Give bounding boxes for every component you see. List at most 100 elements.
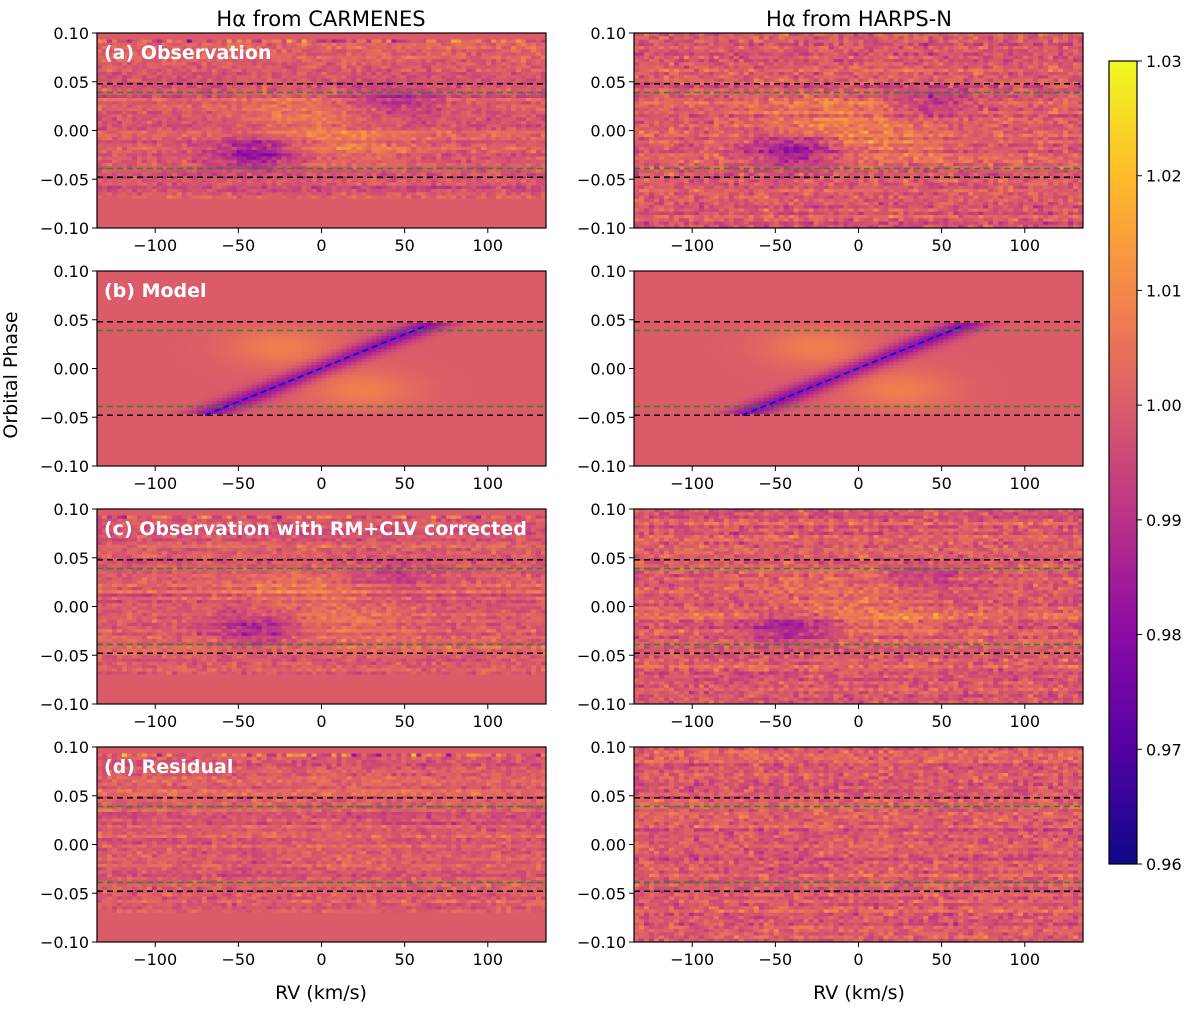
heatmap-cell — [531, 133, 537, 138]
column-title-carmenes: Hα from CARMENES — [216, 7, 425, 31]
heatmap-cell — [441, 107, 447, 112]
heatmap-cell — [131, 88, 138, 92]
heatmap-cell — [326, 111, 332, 115]
heatmap-cell — [101, 179, 108, 183]
heatmap-cell — [516, 159, 522, 164]
heatmap-cell — [291, 75, 298, 79]
heatmap-cell — [426, 130, 432, 135]
heatmap-cell — [261, 75, 268, 79]
heatmap-cell — [136, 172, 143, 177]
heatmap-cell — [246, 124, 253, 128]
heatmap-cell — [211, 46, 218, 50]
heatmap-cell — [401, 133, 407, 138]
heatmap-cell — [221, 111, 228, 115]
heatmap-cell — [506, 156, 512, 161]
heatmap-cell — [97, 169, 103, 174]
heatmap-cell — [376, 85, 382, 89]
heatmap-cell — [436, 39, 442, 44]
heatmap-cell — [161, 107, 168, 112]
heatmap-cell — [211, 163, 218, 167]
heatmap-cell — [116, 163, 123, 167]
heatmap-cell — [291, 156, 298, 161]
heatmap-cell — [206, 33, 213, 37]
heatmap-cell — [211, 166, 218, 170]
heatmap-cell — [281, 140, 288, 144]
heatmap-cell — [301, 120, 308, 125]
heatmap-cell — [426, 202, 432, 206]
heatmap-cell — [236, 75, 243, 79]
heatmap-cell — [391, 133, 397, 138]
heatmap-cell — [401, 98, 407, 102]
heatmap-cell — [441, 185, 447, 190]
heatmap-cell — [226, 33, 233, 37]
heatmap-cell — [211, 143, 218, 148]
heatmap-cell — [536, 36, 542, 40]
heatmap-cell — [526, 62, 532, 66]
heatmap-cell — [141, 182, 148, 187]
heatmap-cell — [376, 208, 382, 213]
heatmap-cell — [471, 137, 477, 141]
heatmap-cell — [536, 198, 542, 203]
heatmap-cell — [421, 166, 427, 170]
heatmap-cell — [491, 176, 497, 180]
heatmap-cell — [156, 117, 163, 122]
heatmap-cell — [191, 156, 198, 161]
heatmap-cell — [171, 140, 178, 144]
heatmap-cell — [501, 127, 507, 131]
heatmap-cell — [216, 52, 223, 57]
heatmap-cell — [316, 130, 322, 135]
heatmap-cell — [121, 163, 128, 167]
heatmap-cell — [161, 127, 168, 131]
heatmap-cell — [266, 117, 273, 122]
heatmap-cell — [216, 202, 223, 206]
heatmap-cell — [246, 127, 253, 131]
heatmap-cell — [106, 88, 113, 92]
heatmap-cell — [166, 36, 173, 40]
heatmap-cell — [97, 133, 103, 138]
heatmap-cell — [266, 62, 273, 66]
heatmap-cell — [376, 150, 382, 154]
heatmap-cell — [266, 104, 273, 109]
heatmap-cell — [501, 179, 507, 183]
heatmap-cell — [351, 137, 357, 141]
heatmap-cell — [171, 166, 178, 170]
heatmap-cell — [336, 159, 342, 164]
heatmap-cell — [261, 179, 268, 183]
heatmap-cell — [176, 39, 183, 44]
heatmap-cell — [411, 198, 417, 203]
heatmap-cell — [171, 81, 178, 86]
heatmap-cell — [421, 130, 427, 135]
heatmap-cell — [191, 192, 198, 196]
heatmap-cell — [321, 205, 327, 209]
heatmap-cell — [261, 107, 268, 112]
heatmap-cell — [356, 133, 362, 138]
heatmap-cell — [116, 49, 123, 53]
heatmap-cell — [501, 81, 507, 86]
heatmap-cell — [226, 120, 233, 125]
heatmap-cell — [146, 85, 153, 89]
heatmap-cell — [521, 114, 527, 118]
heatmap-cell — [481, 75, 487, 79]
heatmap-cell — [161, 75, 168, 79]
heatmap-cell — [486, 39, 492, 44]
heatmap-cell — [301, 68, 308, 73]
heatmap-cell — [356, 143, 362, 148]
heatmap-cell — [191, 88, 198, 92]
heatmap-cell — [186, 130, 193, 135]
heatmap-cell — [331, 189, 337, 193]
heatmap-cell — [296, 208, 303, 213]
heatmap-cell — [276, 202, 283, 206]
heatmap-cell — [296, 59, 303, 63]
heatmap-cell — [506, 127, 512, 131]
heatmap-cell — [306, 52, 313, 57]
heatmap-cell — [541, 88, 546, 92]
heatmap-cell — [421, 124, 427, 128]
heatmap-cell — [206, 88, 213, 92]
heatmap-cell — [541, 59, 546, 63]
heatmap-cell — [386, 42, 392, 47]
heatmap-cell — [361, 179, 367, 183]
heatmap-cell — [196, 55, 203, 60]
heatmap-cell — [226, 117, 233, 122]
heatmap-cell — [226, 104, 233, 109]
heatmap-cell — [416, 42, 422, 47]
